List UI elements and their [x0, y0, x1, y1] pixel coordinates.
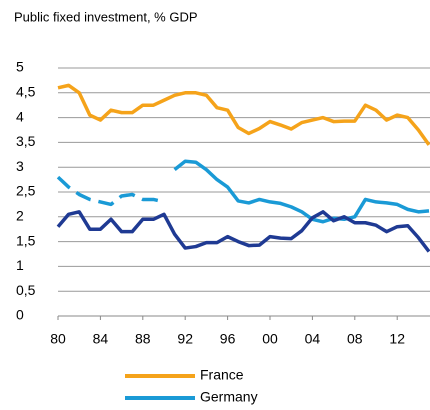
x-tick-label: 84: [93, 331, 109, 347]
y-tick-label: 2,5: [16, 183, 36, 199]
series-line: [173, 159, 430, 224]
legend-label: Germany: [200, 389, 258, 405]
series-line: [57, 83, 430, 146]
x-tick-label: 96: [220, 331, 236, 347]
y-tick-label: 2: [16, 208, 24, 224]
y-tick-label: 0: [16, 307, 24, 323]
y-tick-label: 3,5: [16, 133, 36, 149]
y-tick-label: 4: [16, 108, 24, 124]
legend-label: France: [200, 367, 244, 383]
y-tick-label: 4,5: [16, 84, 36, 100]
x-tick-label: 80: [50, 331, 66, 347]
x-tick-label: 00: [262, 331, 278, 347]
y-tick-label: 1,5: [16, 232, 36, 248]
y-tick-label: 1: [16, 257, 24, 273]
y-tick-label: 0,5: [16, 282, 36, 298]
chart-title: Public fixed investment, % GDP: [14, 9, 198, 24]
x-tick-label: 04: [305, 331, 321, 347]
x-tick-label: 12: [389, 331, 405, 347]
x-tick-label: 88: [135, 331, 151, 347]
x-tick-label: 92: [177, 331, 193, 347]
y-tick-label: 3: [16, 158, 24, 174]
series-line: [56, 175, 165, 207]
y-tick-label: 5: [16, 59, 24, 75]
x-tick-label: 08: [347, 331, 363, 347]
series-line: [56, 210, 430, 253]
